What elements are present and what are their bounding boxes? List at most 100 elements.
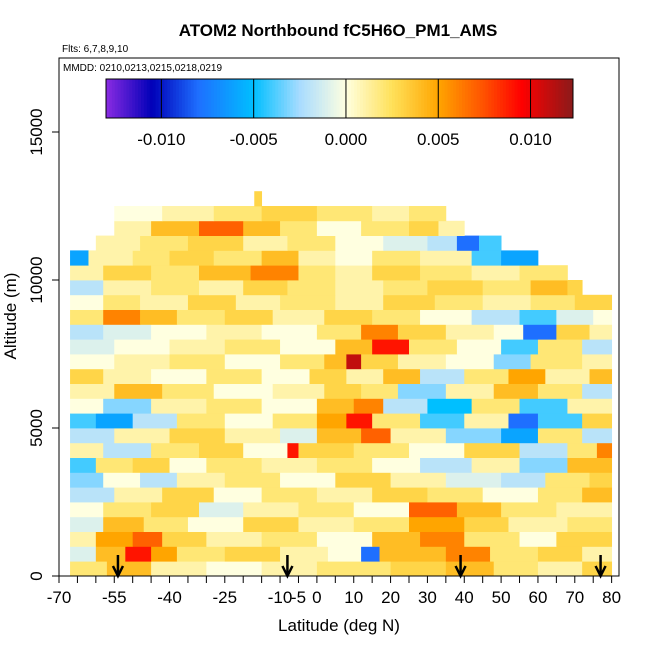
heatmap-cell: [567, 457, 613, 473]
colorbar-swatch: [397, 79, 402, 118]
heatmap-cell: [95, 546, 126, 562]
heatmap-cell: [243, 220, 281, 236]
heatmap-cell: [103, 294, 141, 310]
colorbar-swatch: [470, 79, 475, 118]
heatmap-cell: [501, 502, 557, 518]
heatmap-cell: [199, 280, 244, 296]
heatmap-cell: [383, 280, 428, 296]
colorbar-swatch: [254, 79, 259, 118]
heatmap-cell: [280, 428, 318, 444]
colorbar-swatch: [514, 79, 519, 118]
heatmap-cell: [280, 220, 318, 236]
heatmap-cell: [114, 428, 170, 444]
heatmap-cell: [151, 442, 200, 458]
heatmap-cell: [490, 546, 539, 562]
heatmap-cell: [397, 324, 447, 340]
heatmap-cell: [103, 398, 152, 414]
heatmap-cell: [501, 250, 539, 266]
heatmap-cell: [243, 280, 288, 296]
heatmap-cell: [169, 339, 226, 355]
colorbar-tick-label: -0.010: [137, 130, 185, 149]
colorbar-swatch: [199, 79, 203, 118]
colorbar-swatch: [161, 79, 165, 118]
colorbar-swatch: [181, 79, 186, 118]
colorbar-swatch: [540, 79, 545, 118]
heatmap-cell: [70, 546, 97, 562]
colorbar-swatch: [213, 79, 218, 118]
heatmap-cell: [427, 235, 458, 251]
colorbar-swatch: [146, 79, 151, 118]
heatmap-cell: [397, 354, 447, 370]
x-tick-label: -40: [157, 588, 182, 607]
heatmap-cell: [420, 531, 465, 547]
colorbar-swatch: [310, 79, 314, 118]
colorbar-swatch: [421, 79, 425, 118]
colorbar-swatch: [570, 79, 574, 118]
colorbar-swatch: [138, 79, 142, 118]
heatmap-cell: [582, 339, 613, 355]
colorbar-swatch: [237, 79, 241, 118]
colorbar-swatch: [479, 79, 484, 118]
heatmap-cell: [372, 487, 428, 503]
heatmap-cell: [372, 413, 421, 429]
colorbar-swatch: [152, 79, 157, 118]
heatmap-cell: [567, 442, 598, 458]
heatmap-cell: [427, 487, 484, 503]
heatmap-cell: [70, 280, 104, 296]
x-tick-label: 20: [381, 588, 400, 607]
x-tick-label: 10: [344, 588, 363, 607]
heatmap-cell: [427, 280, 484, 296]
colorbar-swatch: [564, 79, 568, 118]
colorbar-swatch: [368, 79, 373, 118]
heatmap-cell: [361, 324, 399, 340]
colorbar-swatch: [476, 79, 481, 118]
heatmap-cell: [316, 220, 362, 236]
x-tick-label: -10: [268, 588, 293, 607]
heatmap-cell: [335, 472, 391, 488]
heatmap-cell: [176, 546, 226, 562]
heatmap-cell: [589, 324, 613, 340]
heatmap-cell: [464, 368, 509, 384]
heatmap-cell: [243, 442, 288, 458]
heatmap-cell: [162, 531, 207, 547]
heatmap-cell: [103, 280, 152, 296]
heatmap-cell: [261, 368, 310, 384]
heatmap-cell: [261, 324, 318, 340]
heatmap-cell: [523, 324, 557, 340]
heatmap-cell: [114, 383, 163, 399]
colorbar-swatch: [202, 79, 206, 118]
heatmap-cell: [372, 206, 410, 222]
colorbar-swatch: [167, 79, 171, 118]
heatmap-cell: [574, 294, 613, 310]
heatmap-cell: [151, 368, 207, 384]
heatmap-cell: [103, 324, 152, 340]
heatmap-cell: [169, 428, 226, 444]
colorbar-swatch: [106, 79, 110, 118]
heatmap-cell: [70, 354, 115, 370]
colorbar-swatch: [263, 79, 268, 118]
colorbar-swatch: [558, 79, 562, 118]
colorbar-swatch: [351, 79, 355, 118]
mmdd-label: MMDD: 0210,0213,0215,0218,0219: [63, 63, 222, 74]
heatmap-cell: [132, 413, 178, 429]
colorbar-swatch: [231, 79, 235, 118]
heatmap-cell: [151, 280, 200, 296]
heatmap-cell: [70, 457, 97, 473]
colorbar-swatch: [482, 79, 486, 118]
colorbar-swatch: [362, 79, 367, 118]
colorbar-swatch: [359, 79, 364, 118]
colorbar-swatch: [444, 79, 448, 118]
colorbar-swatch: [281, 79, 285, 118]
heatmap-cell: [254, 191, 263, 207]
y-tick-label: 5000: [27, 409, 46, 447]
heatmap-cell: [383, 398, 428, 414]
heatmap-cell: [456, 339, 502, 355]
heatmap-cell: [114, 220, 152, 236]
x-tick-label: 50: [492, 588, 511, 607]
heatmap-cell: [243, 235, 288, 251]
heatmap-cell: [213, 383, 274, 399]
heatmap-cell: [383, 294, 436, 310]
heatmap-cell: [114, 206, 163, 222]
colorbar-swatch: [567, 79, 571, 118]
heatmap-cell: [140, 294, 189, 310]
